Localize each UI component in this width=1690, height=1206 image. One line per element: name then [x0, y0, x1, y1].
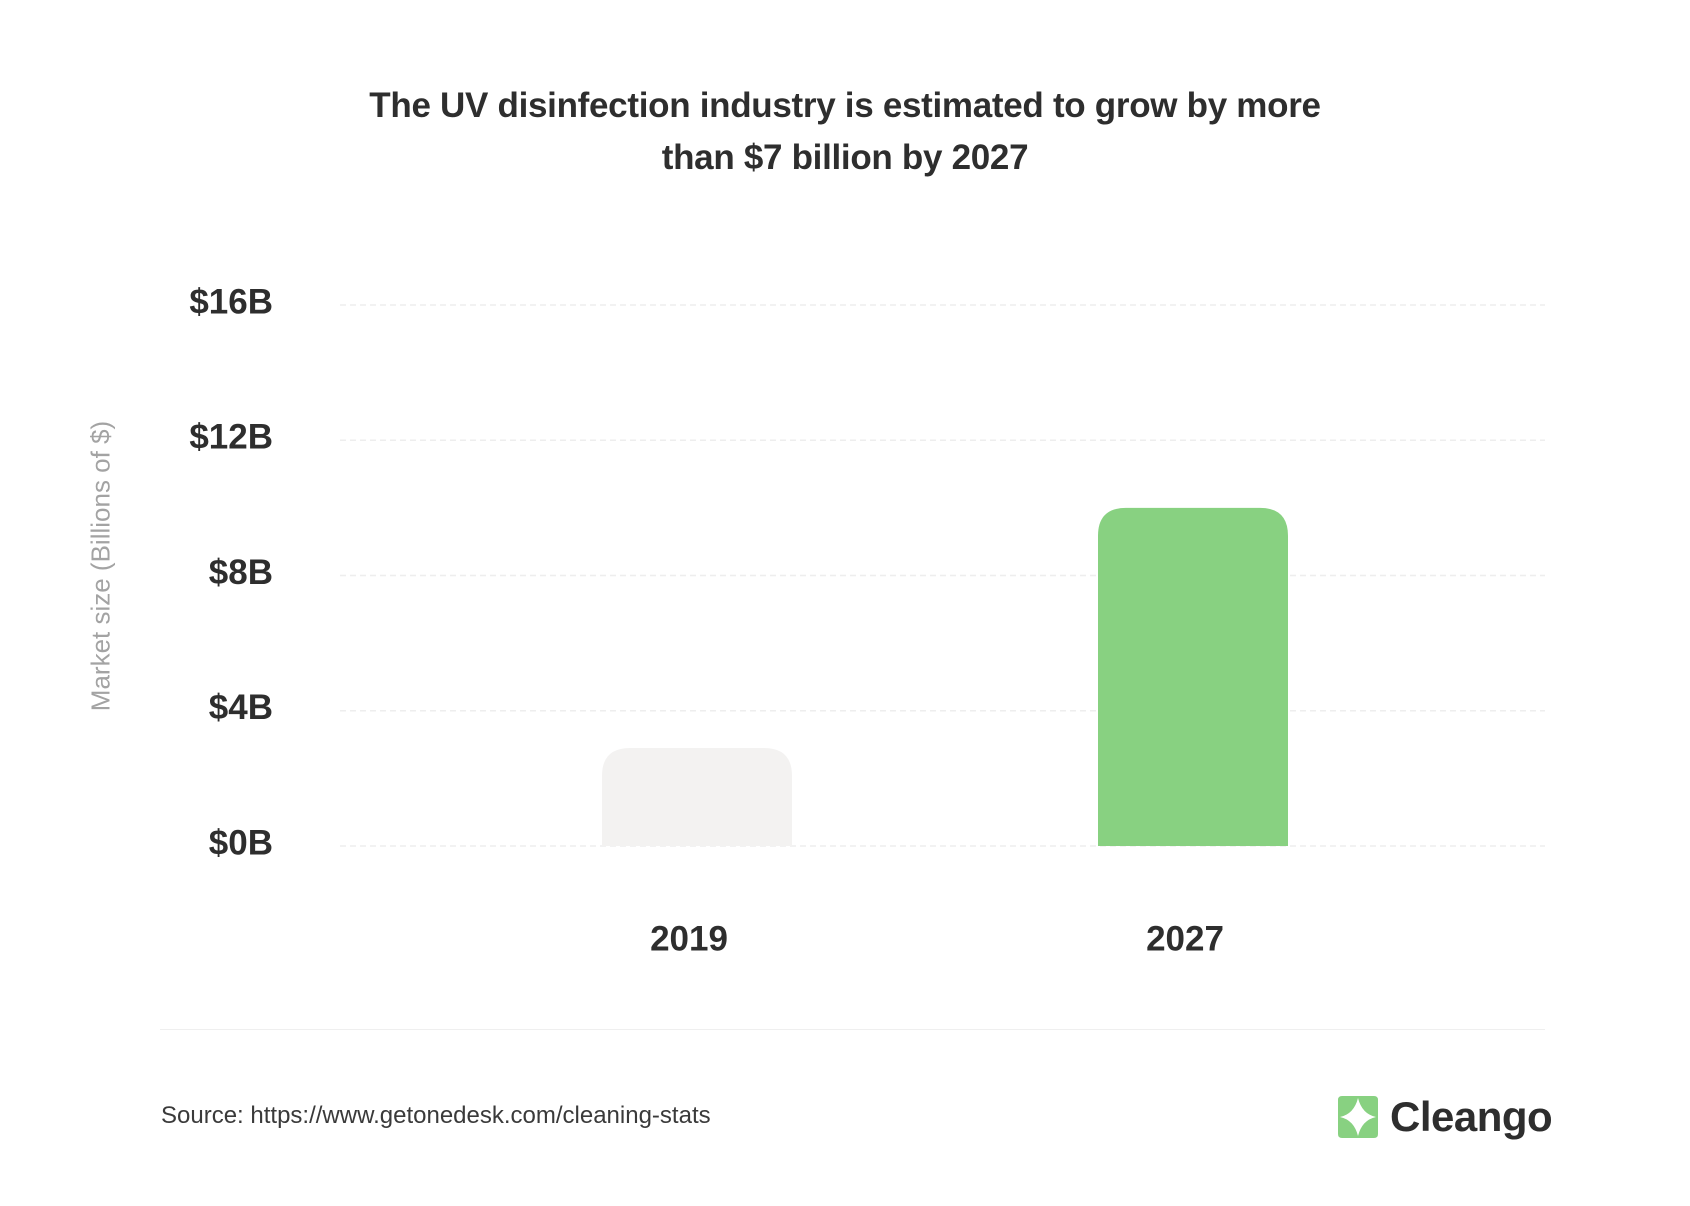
chart-title-line-2: than $7 billion by 2027 — [661, 138, 1029, 177]
y-tick-label-0: $0B — [209, 823, 273, 862]
bar-2027 — [1098, 507, 1288, 846]
footer-divider — [160, 1029, 1545, 1030]
brand-logo: Cleango — [1336, 1093, 1553, 1141]
chart-title-line-1: The UV disinfection industry is estimate… — [369, 86, 1321, 125]
y-tick-label-2: $8B — [209, 553, 273, 592]
cleango-logo-icon — [1338, 1096, 1378, 1138]
bar-2019 — [602, 747, 792, 846]
y-tick-label-1: $4B — [209, 688, 273, 727]
y-tick-label-4: $16B — [189, 282, 273, 321]
brand-name: Cleango — [1390, 1093, 1553, 1140]
x-tick-label-2027: 2027 — [1146, 919, 1224, 958]
chart-title: The UV disinfection industry is estimate… — [345, 80, 1345, 184]
source-text: Source: https://www.getonedesk.com/clean… — [161, 1102, 711, 1129]
y-tick-label-3: $12B — [189, 418, 273, 457]
bar-chart: $0B $4B $8B $12B $16B 2019 2027 — [189, 282, 1545, 958]
x-tick-label-2019: 2019 — [650, 919, 728, 958]
